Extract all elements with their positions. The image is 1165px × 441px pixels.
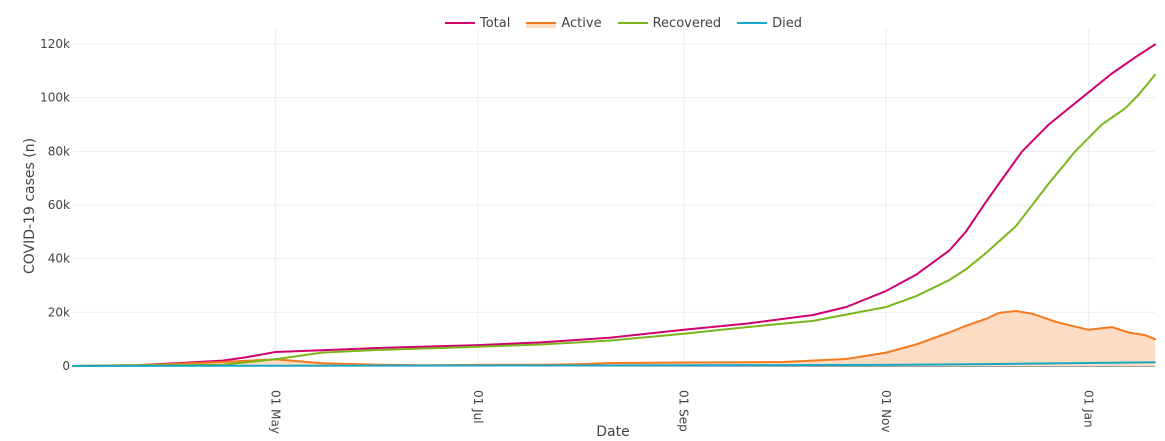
area-fills [73,311,1155,366]
legend-item-died[interactable]: Died [737,16,802,31]
x-tick-label: 01 Jan [1082,390,1096,428]
legend-item-active[interactable]: Active [526,15,602,31]
legend-label-died: Died [772,15,803,31]
y-tick-label: 40k [48,252,70,266]
legend-swatch-total [445,18,475,28]
legend-swatch-active [526,18,557,28]
series-lines[interactable] [72,43,1156,367]
legend-swatch-died [737,18,768,28]
legend-label-total: Total [480,15,511,31]
y-tick-label: 120k [40,37,70,51]
x-tick-label: 01 Sep [677,390,691,432]
legend-label-active: Active [561,15,602,31]
x-tick-label: 01 Jul [471,390,485,424]
y-tick-label: 0 [62,359,70,373]
x-axis-title: Date [596,424,629,440]
area-fill-active [73,311,1155,366]
legend-swatch-recovered [617,18,648,28]
y-axis-title: COVID-19 cases (n) [22,138,38,274]
y-tick-label: 60k [48,198,70,212]
y-tick-label: 80k [48,144,70,158]
series-line-total[interactable] [72,43,1156,367]
legend-item-total[interactable]: Total [445,16,510,31]
chart-legend: Total Active Recovered Died [445,14,818,32]
y-axis: 0 20k 40k 60k 80k 100k 120k [40,37,70,373]
legend-label-recovered: Recovered [652,15,722,31]
x-tick-label: 01 May [268,390,282,434]
x-tick-label: 01 Nov [879,390,893,433]
series-line-recovered[interactable] [72,73,1156,367]
series-line-active[interactable] [72,310,1156,367]
y-tick-label: 20k [48,305,70,319]
legend-item-recovered[interactable]: Recovered [617,15,722,31]
series-line-died[interactable] [72,361,1156,367]
x-axis: 01 May 01 Jul 01 Sep 01 Nov 01 Jan [268,390,1095,434]
y-tick-label: 100k [40,91,70,105]
